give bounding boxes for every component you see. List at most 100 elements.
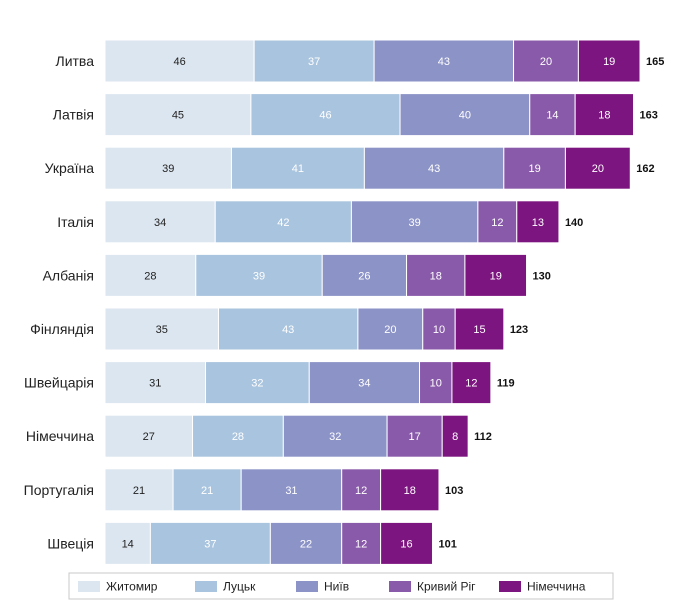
data-label: 14	[546, 110, 558, 122]
total-label: 123	[510, 324, 528, 336]
total-labels: 165 163 162 140 130 123 119 112 103 101	[438, 56, 664, 550]
data-label: 46	[173, 56, 185, 68]
bar-segment	[321, 253, 408, 297]
bar-segment	[104, 200, 216, 244]
bar-segment	[422, 307, 456, 351]
data-label: 19	[603, 56, 615, 68]
bar-segment	[192, 414, 284, 458]
data-label: 27	[143, 431, 155, 443]
data-label: 39	[253, 270, 265, 282]
data-label: 31	[285, 485, 297, 497]
category-label: Швеція	[47, 535, 94, 551]
data-label: 10	[433, 324, 445, 336]
bar-segment	[240, 468, 343, 512]
category-label: Литва	[56, 53, 95, 69]
data-label: 18	[404, 485, 416, 497]
data-label: 40	[459, 110, 471, 122]
bar-segment	[386, 414, 443, 458]
data-label: 12	[355, 538, 367, 550]
bar-segment	[341, 521, 382, 565]
bars: 46 37 43 20 19 45 46 40 14 18 39 41 43 19 20 34 42 39 12 13…	[104, 39, 641, 565]
data-label: 37	[204, 538, 216, 550]
legend-label: Житомир	[106, 580, 158, 594]
data-label: 18	[430, 270, 442, 282]
bar-segment	[250, 93, 401, 137]
data-label: 43	[282, 324, 294, 336]
legend-label: Ниїв	[324, 580, 349, 594]
category-label: Швейцарія	[24, 375, 94, 391]
data-label: 12	[491, 217, 503, 229]
legend-frame	[68, 572, 614, 600]
legend-label: Кривий Ріг	[417, 580, 476, 594]
bar-segment	[269, 521, 343, 565]
bar-segment	[454, 307, 505, 351]
data-label: 19	[528, 163, 540, 175]
data-label: 16	[400, 538, 412, 550]
bar-segment	[574, 93, 635, 137]
data-label: 28	[144, 270, 156, 282]
bar-segment	[529, 93, 576, 137]
total-label: 140	[565, 217, 583, 229]
bar-segment	[516, 200, 560, 244]
bar-segment	[104, 414, 194, 458]
category-labels: Литва Латвія Україна Італія Албанія Фінляндія…	[24, 53, 95, 551]
data-label: 31	[149, 378, 161, 390]
total-label: 103	[445, 485, 463, 497]
bar-segment	[172, 468, 242, 512]
data-label: 26	[358, 270, 370, 282]
bar-segment	[104, 361, 207, 405]
total-label: 165	[646, 56, 664, 68]
legend-label: Німеччина	[527, 580, 586, 594]
data-label: 34	[358, 378, 370, 390]
data-label: 21	[133, 485, 145, 497]
data-label: 46	[319, 110, 331, 122]
category-label: Німеччина	[26, 428, 94, 444]
bar-segment	[380, 468, 440, 512]
legend-swatch	[78, 581, 100, 592]
data-label: 8	[452, 431, 458, 443]
data-label: 14	[122, 538, 134, 550]
data-label: 20	[384, 324, 396, 336]
bar-segment	[217, 307, 359, 351]
bar-segment	[253, 39, 375, 83]
data-label: 43	[438, 56, 450, 68]
category-label: Албанія	[43, 267, 94, 283]
legend-swatch	[499, 581, 521, 592]
category-label: Україна	[45, 160, 95, 176]
bar-segment	[451, 361, 492, 405]
bar-segment	[230, 146, 365, 190]
total-label: 162	[636, 163, 654, 175]
data-label: 28	[232, 431, 244, 443]
bar-segment	[104, 468, 174, 512]
data-label: 32	[329, 431, 341, 443]
bar-segment	[104, 521, 151, 565]
bar-segment	[373, 39, 515, 83]
data-label: 32	[251, 378, 263, 390]
total-label: 163	[640, 110, 658, 122]
data-label: 39	[162, 163, 174, 175]
data-label: 19	[490, 270, 502, 282]
data-label: 34	[154, 217, 166, 229]
bar-segment	[464, 253, 528, 297]
legend-swatch	[389, 581, 411, 592]
legend: Житомир Луцьк Ниїв Кривий Ріг Німеччина	[68, 572, 614, 600]
bar-segment	[399, 93, 531, 137]
data-label: 20	[540, 56, 552, 68]
bar-segment	[577, 39, 641, 83]
bar-segment	[195, 253, 323, 297]
data-label: 37	[308, 56, 320, 68]
category-label: Португалія	[24, 482, 94, 498]
category-label: Латвія	[53, 107, 94, 123]
category-label: Фінляндія	[30, 321, 94, 337]
total-label: 112	[474, 431, 492, 443]
data-label: 35	[156, 324, 168, 336]
bar-segment	[214, 200, 352, 244]
bar-segment	[363, 146, 505, 190]
legend-label: Луцьк	[223, 580, 256, 594]
bar-segment	[357, 307, 424, 351]
total-label: 130	[533, 270, 551, 282]
bar-segment	[104, 39, 255, 83]
total-label: 101	[438, 538, 456, 550]
data-label: 43	[428, 163, 440, 175]
